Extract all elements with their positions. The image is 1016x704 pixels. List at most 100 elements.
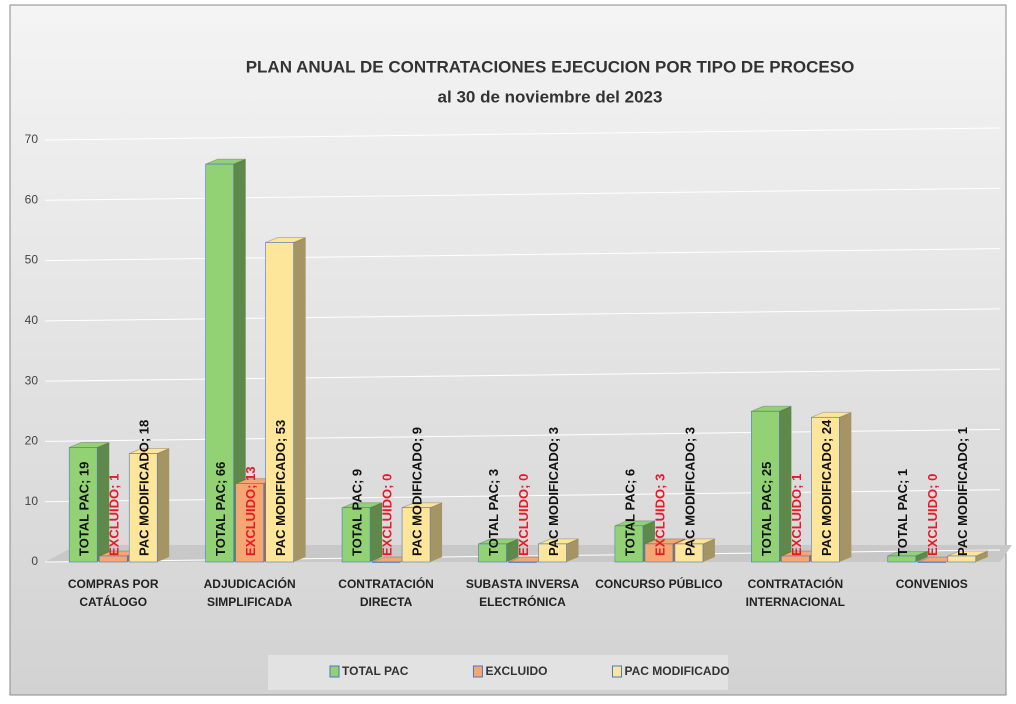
data-label: TOTAL PAC; 19 [77,462,92,556]
bar [265,242,294,563]
data-label: PAC MODIFICADO; 3 [682,427,697,556]
bar-side-shade [370,502,383,562]
bar [371,561,401,563]
bar-side [702,538,715,562]
bar-side [915,550,928,562]
y-tick-label: 70 [25,132,39,146]
bar-side-shade [975,550,988,562]
bar [235,483,264,563]
data-label: EXCLUIDO; 0 [516,474,531,556]
bar-side [506,538,519,562]
data-label: PAC MODIFICADO; 53 [273,420,288,556]
bar-side-shade [97,442,110,562]
bar-side-shade [157,448,170,562]
bar-side-shade [915,550,928,562]
y-tick-label: 60 [25,192,39,206]
data-label: TOTAL PAC; 6 [622,469,637,556]
grid-line [44,187,1001,201]
y-tick-label: 40 [25,313,39,327]
data-label: PAC MODIFICADO; 9 [410,427,425,556]
grid-line [44,127,1001,141]
bar-side [370,502,383,562]
bar-side [233,159,246,562]
data-label: EXCLUIDO; 0 [925,474,940,556]
data-label: TOTAL PAC; 66 [213,462,228,556]
bar-side [430,502,443,562]
legend-swatch [472,665,483,678]
y-tick-label: 20 [25,434,39,448]
x-tick-label: COMPRAS POR CATÁLOGO [67,577,159,609]
bar-side [975,550,988,562]
bar [341,507,371,563]
bar [947,555,977,563]
bar-side-shade [702,538,715,562]
data-label: EXCLUIDO; 1 [107,474,122,556]
bar [68,447,98,563]
y-tick-label: 10 [25,494,39,508]
bar [538,543,567,563]
chart-title: PLAN ANUAL DE CONTRATACIONES EJECUCION P… [246,57,855,76]
bar-side [97,442,110,562]
grid-line [44,368,1001,382]
data-label: EXCLUIDO; 0 [380,474,395,556]
data-label: TOTAL PAC; 9 [350,469,365,556]
legend-label: PAC MODIFICADO [624,664,729,678]
legend-label: TOTAL PAC [342,664,409,678]
bar-side [157,448,170,562]
data-label: TOTAL PAC; 3 [486,469,501,556]
background [9,4,1007,696]
data-label: PAC MODIFICADO; 24 [819,419,834,556]
data-label: EXCLUIDO; 1 [789,474,804,556]
x-tick-label: CONCURSO PÚBLICO [595,577,723,591]
x-tick-label: ADJUDICACIÓN SIMPLIFICADA [203,577,296,609]
legend-box [268,655,728,690]
data-label: PAC MODIFICADO; 3 [546,427,561,556]
bar [205,163,234,563]
bar-side [566,538,579,562]
x-tick-label: CONTRATACIÓN DIRECTA [338,577,434,609]
bar-side-shade [430,502,443,562]
legend-swatch [611,665,622,678]
bar [644,543,674,563]
bar-side [839,412,852,562]
y-tick-label: 30 [25,373,39,387]
bar-side [293,237,306,562]
data-label: TOTAL PAC; 1 [895,469,910,556]
data-label: PAC MODIFICADO; 18 [137,420,152,556]
x-tick-label: CONVENIOS [895,577,968,591]
legend-label: EXCLUIDO [485,664,547,678]
bar [508,561,537,563]
bar [478,543,507,563]
bar [674,543,704,563]
bar [401,507,431,563]
bar-side-shade [506,538,519,562]
bar [98,555,128,563]
data-label: EXCLUIDO; 3 [652,474,667,556]
y-tick-label: 50 [25,253,39,267]
grid-line [44,248,1001,262]
bar [811,417,840,563]
bar [751,410,780,563]
bar [128,453,158,563]
bar-side-shade [779,406,792,562]
bar-side-shade [233,159,246,562]
data-label: EXCLUIDO; 13 [243,466,258,556]
bar-side-shade [566,538,579,562]
y-tick-label: 0 [31,554,38,568]
bar [781,555,810,563]
x-tick-label: SUBASTA INVERSA ELECTRÓNICA [465,577,580,609]
data-label: TOTAL PAC; 25 [759,462,774,556]
grid-line [44,308,1001,322]
x-tick-label: CONTRATACIÓN INTERNACIONAL [745,577,845,609]
bar [917,561,947,563]
data-label: PAC MODIFICADO; 1 [955,427,970,556]
bar-side [779,406,792,562]
legend-swatch [329,665,340,678]
chart-subtitle: al 30 de noviembre del 2023 [438,87,663,106]
bar-side-shade [293,237,306,562]
bar-side-shade [839,412,852,562]
bar [887,555,917,563]
bar [614,525,644,563]
